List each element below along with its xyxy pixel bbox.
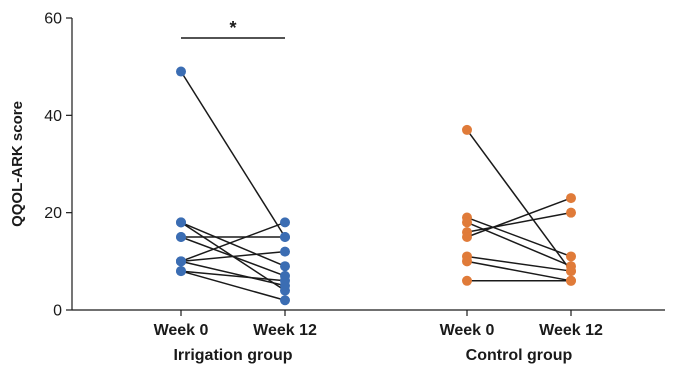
data-point-week0: [462, 217, 472, 228]
data-point-week12: [280, 246, 290, 257]
data-point-week12: [566, 251, 576, 262]
data-point-week0: [462, 124, 472, 135]
data-point-week0: [462, 275, 472, 286]
y-tick-label: 60: [44, 11, 62, 28]
connector-line: [466, 211, 572, 233]
data-point-week0: [176, 256, 186, 267]
connector-line: [180, 270, 286, 282]
data-point-week0: [176, 66, 186, 77]
data-point-week12: [280, 217, 290, 228]
data-point-week12: [566, 266, 576, 277]
data-point-week12: [280, 232, 290, 242]
x-labels: Week 0 Week 12 Irrigation group Week 0 Week …: [154, 310, 603, 364]
data-point-week12: [280, 275, 290, 286]
data-point-week12: [280, 295, 290, 306]
connector-line: [466, 255, 572, 272]
connector-line: [466, 216, 572, 258]
y-axis-label: QQOL-ARK score: [9, 101, 26, 227]
x-tick-label: Week 12: [253, 322, 317, 339]
data-point-week0: [176, 217, 186, 228]
connector-lines: [466, 129, 572, 282]
significance-marker: *: [229, 18, 236, 38]
connector-lines: [180, 71, 286, 301]
data-points: [176, 66, 290, 306]
x-tick-label: Week 0: [154, 322, 209, 339]
y-ticks: 0 20 40 60: [44, 11, 72, 320]
plot-area: *: [176, 18, 576, 306]
connector-line: [180, 221, 286, 263]
significance-bracket: *: [181, 18, 285, 39]
data-point-week12: [280, 261, 290, 272]
y-tick-label: 20: [44, 205, 62, 222]
data-point-week12: [566, 193, 576, 204]
connector-line: [466, 197, 572, 238]
data-point-week0: [462, 232, 472, 242]
group-label: Control group: [466, 347, 573, 364]
connector-line: [180, 221, 286, 267]
data-point-week12: [566, 207, 576, 218]
data-point-week0: [462, 256, 472, 267]
connector-line: [466, 260, 572, 282]
connector-line: [180, 260, 286, 287]
connector-line: [180, 270, 286, 301]
data-point-week0: [176, 232, 186, 242]
connector-line: [180, 250, 286, 263]
x-tick-label: Week 0: [440, 322, 495, 339]
group-label: Irrigation group: [173, 347, 292, 364]
data-points: [462, 124, 576, 286]
x-tick-label: Week 12: [539, 322, 603, 339]
connector-line: [466, 221, 572, 267]
y-tick-label: 0: [53, 303, 62, 320]
y-tick-label: 40: [44, 108, 62, 125]
connector-line: [466, 129, 572, 272]
data-point-week0: [176, 266, 186, 277]
connector-line: [180, 71, 286, 238]
data-point-week12: [566, 275, 576, 286]
